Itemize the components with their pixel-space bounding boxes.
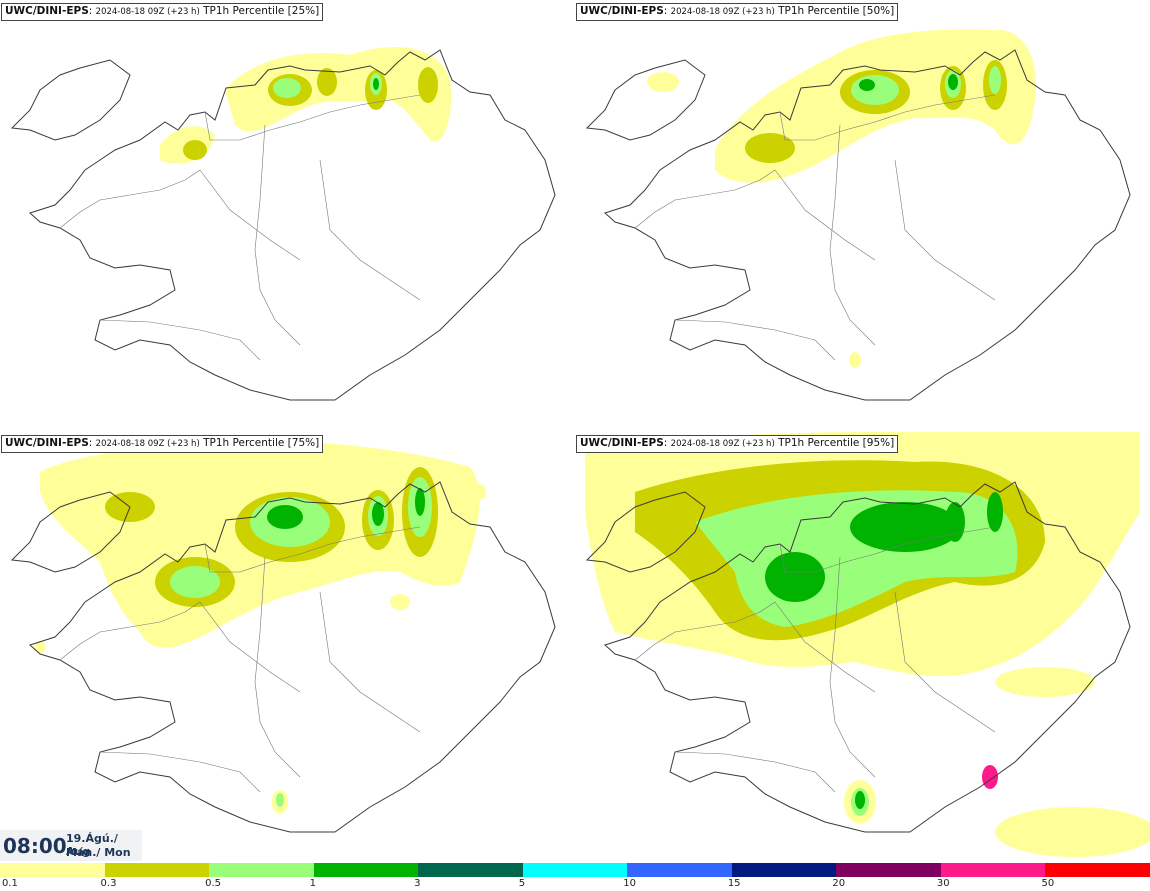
legend-swatch [0, 863, 105, 877]
run-label: 2024-08-18 09Z (+23 h) [670, 439, 775, 449]
valid-weekday: Mán./ Mon [66, 846, 131, 859]
panel-title: UWC/DINI-EPS: 2024-08-18 09Z (+23 h) TP1… [576, 3, 899, 21]
legend-swatch [836, 863, 941, 877]
panel-title: UWC/DINI-EPS: 2024-08-18 09Z (+23 h) TP1… [576, 435, 899, 453]
precip-map-p75 [11, 441, 556, 833]
run-label: 2024-08-18 09Z (+23 h) [670, 7, 775, 17]
map-panel-p95: UWC/DINI-EPS: 2024-08-18 09Z (+23 h) TP1… [575, 432, 1150, 864]
legend-swatch [313, 863, 419, 877]
precip-map-p50 [586, 29, 1131, 401]
panel-title: UWC/DINI-EPS: 2024-08-18 09Z (+23 h) TP1… [1, 3, 324, 21]
legend-tick-label: 1 [309, 878, 316, 889]
param-label: TP1h Percentile [25%] [203, 5, 320, 17]
legend-swatch [209, 863, 314, 877]
param-label: TP1h Percentile [50%] [778, 5, 895, 17]
legend-tick-label: 0.5 [205, 878, 221, 889]
map-panel-p25: UWC/DINI-EPS: 2024-08-18 09Z (+23 h) TP1… [0, 0, 575, 432]
precip-map-p25 [11, 47, 556, 401]
precip-field [647, 29, 1036, 368]
legend-ticks: 0.1 0.3 0.5 1 3 5 10 15 20 30 50 [0, 878, 1150, 891]
legend-tick-label: 20 [832, 878, 846, 889]
param-label: TP1h Percentile [75%] [203, 437, 320, 449]
valid-date: 19.Ágú./ Aug [66, 832, 118, 858]
legend-swatch [522, 863, 628, 877]
legend-swatch [627, 863, 732, 877]
map-panel-p75: UWC/DINI-EPS: 2024-08-18 09Z (+23 h) TP1… [0, 432, 575, 864]
precip-field [585, 432, 1150, 857]
legend-swatch [1045, 863, 1150, 877]
run-label: 2024-08-18 09Z (+23 h) [95, 439, 200, 449]
legend-tick-label: 10 [623, 878, 636, 889]
source-label: UWC/DINI-EPS [580, 437, 664, 449]
legend-tick-label: 5 [518, 878, 526, 889]
param-label: TP1h Percentile [95%] [778, 437, 895, 449]
legend-tick-label: 50 [1041, 878, 1055, 889]
legend-tick-label: 0.1 [2, 878, 18, 889]
source-label: UWC/DINI-EPS [5, 437, 89, 449]
precip-field [34, 441, 486, 814]
source-label: UWC/DINI-EPS [580, 5, 664, 17]
legend-tick-label: 3 [414, 878, 421, 889]
legend-tick-label: 30 [936, 878, 950, 889]
precip-field [160, 47, 452, 164]
precip-map-p95 [585, 432, 1150, 857]
map-panel-p50: UWC/DINI-EPS: 2024-08-18 09Z (+23 h) TP1… [575, 0, 1150, 432]
legend-swatch [418, 863, 523, 877]
legend-swatch [731, 863, 837, 877]
color-legend [0, 863, 1150, 877]
run-label: 2024-08-18 09Z (+23 h) [95, 7, 200, 17]
legend-swatch [104, 863, 210, 877]
valid-time: 08:00 [3, 834, 67, 858]
legend-swatch [940, 863, 1046, 877]
panel-title: UWC/DINI-EPS: 2024-08-18 09Z (+23 h) TP1… [1, 435, 324, 453]
valid-time-box: 08:00 19.Ágú./ Aug Mán./ Mon [0, 830, 142, 861]
legend-tick-label: 15 [727, 878, 741, 889]
source-label: UWC/DINI-EPS [5, 5, 89, 17]
legend-tick-label: 0.3 [100, 878, 117, 889]
